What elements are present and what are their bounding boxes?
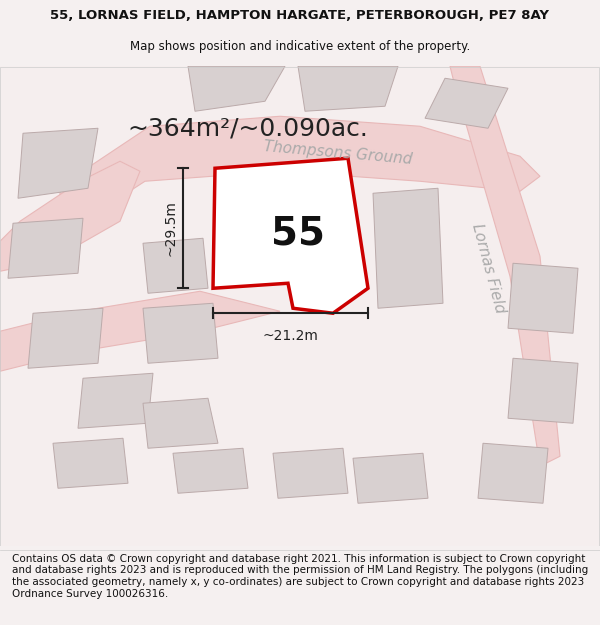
Polygon shape: [53, 438, 128, 488]
Text: Lornas Field: Lornas Field: [469, 222, 507, 315]
Polygon shape: [353, 453, 428, 503]
FancyBboxPatch shape: [0, 66, 600, 546]
Text: ~21.2m: ~21.2m: [263, 329, 319, 343]
Polygon shape: [478, 443, 548, 503]
Text: ~29.5m: ~29.5m: [164, 200, 178, 256]
Text: ~364m²/~0.090ac.: ~364m²/~0.090ac.: [128, 116, 368, 140]
Polygon shape: [425, 78, 508, 128]
Polygon shape: [273, 448, 348, 498]
Polygon shape: [450, 66, 560, 466]
Polygon shape: [0, 161, 140, 271]
Polygon shape: [143, 303, 218, 363]
Polygon shape: [298, 66, 398, 111]
Polygon shape: [508, 358, 578, 423]
Polygon shape: [28, 308, 103, 368]
Text: Map shows position and indicative extent of the property.: Map shows position and indicative extent…: [130, 41, 470, 53]
Polygon shape: [508, 263, 578, 333]
Text: Contains OS data © Crown copyright and database right 2021. This information is : Contains OS data © Crown copyright and d…: [12, 554, 588, 599]
Polygon shape: [188, 66, 285, 111]
Polygon shape: [373, 188, 443, 308]
Polygon shape: [60, 116, 540, 236]
Text: Thompsons Ground: Thompsons Ground: [263, 139, 413, 168]
Polygon shape: [8, 218, 83, 278]
Text: 55: 55: [271, 214, 325, 253]
Polygon shape: [213, 158, 368, 313]
Polygon shape: [173, 448, 248, 493]
Polygon shape: [78, 373, 153, 428]
Polygon shape: [143, 398, 218, 448]
Polygon shape: [18, 128, 98, 198]
Text: 55, LORNAS FIELD, HAMPTON HARGATE, PETERBOROUGH, PE7 8AY: 55, LORNAS FIELD, HAMPTON HARGATE, PETER…: [50, 9, 550, 22]
Polygon shape: [143, 238, 208, 293]
Polygon shape: [0, 291, 280, 371]
